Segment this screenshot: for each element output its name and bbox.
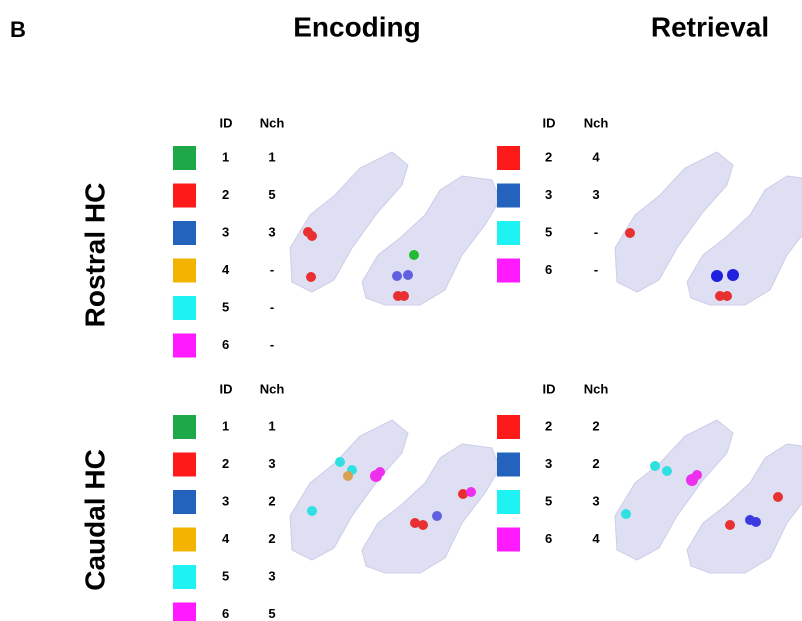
color-swatch bbox=[173, 259, 196, 283]
column-header: Nch bbox=[260, 381, 285, 396]
color-swatch bbox=[497, 184, 520, 208]
channel-count: 4 bbox=[592, 531, 600, 546]
row-title: Rostral HC bbox=[79, 183, 110, 328]
column-header: ID bbox=[543, 115, 556, 130]
color-swatch bbox=[497, 490, 520, 514]
channel-count: 3 bbox=[268, 456, 275, 471]
color-swatch bbox=[173, 603, 196, 621]
channel-count: - bbox=[594, 262, 598, 277]
channel-count: 2 bbox=[592, 456, 599, 471]
channel-count: 2 bbox=[268, 531, 275, 546]
channel-count: 1 bbox=[268, 149, 275, 164]
cluster-id: 3 bbox=[545, 187, 552, 202]
column-header: ID bbox=[220, 115, 233, 130]
color-swatch bbox=[497, 146, 520, 170]
channel-count: 2 bbox=[592, 418, 599, 433]
cluster-id: 3 bbox=[222, 493, 229, 508]
cluster-id: 2 bbox=[545, 418, 552, 433]
column-header: Nch bbox=[584, 381, 609, 396]
color-swatch bbox=[173, 490, 196, 514]
cluster-id: 4 bbox=[222, 262, 230, 277]
cluster-id: 3 bbox=[222, 224, 229, 239]
cluster-id: 6 bbox=[545, 531, 552, 546]
hippocampus-render bbox=[290, 420, 500, 573]
cluster-id: 1 bbox=[222, 149, 229, 164]
cluster-id: 5 bbox=[222, 299, 229, 314]
cluster-id: 2 bbox=[545, 149, 552, 164]
channel-count: 5 bbox=[268, 187, 275, 202]
column-header: Nch bbox=[584, 115, 609, 130]
hippocampus-render bbox=[615, 152, 802, 305]
cluster-id: 5 bbox=[222, 568, 229, 583]
color-swatch bbox=[173, 184, 196, 208]
channel-count: - bbox=[270, 337, 274, 352]
channel-count: 3 bbox=[268, 568, 275, 583]
color-swatch bbox=[173, 453, 196, 477]
cluster-id: 6 bbox=[222, 337, 229, 352]
channel-count: - bbox=[270, 262, 274, 277]
channel-count: 5 bbox=[268, 606, 275, 621]
cluster-id: 2 bbox=[222, 456, 229, 471]
panel-label: B bbox=[10, 17, 26, 42]
color-swatch bbox=[497, 259, 520, 283]
color-swatch bbox=[173, 221, 196, 245]
channel-count: 3 bbox=[268, 224, 275, 239]
channel-count: 1 bbox=[268, 418, 275, 433]
figure: B Encoding Retrieval Rostral HC Caudal H… bbox=[0, 0, 802, 621]
cluster-id: 6 bbox=[222, 606, 229, 621]
color-swatch bbox=[497, 221, 520, 245]
color-swatch bbox=[173, 415, 196, 439]
row-title: Caudal HC bbox=[79, 449, 110, 591]
cluster-id: 3 bbox=[545, 456, 552, 471]
channel-count: 4 bbox=[592, 149, 600, 164]
column-header: Nch bbox=[260, 115, 285, 130]
color-swatch bbox=[173, 296, 196, 320]
color-swatch bbox=[497, 528, 520, 552]
cluster-id: 4 bbox=[222, 531, 230, 546]
column-title: Retrieval bbox=[651, 11, 769, 42]
channel-count: - bbox=[594, 224, 598, 239]
column-header: ID bbox=[220, 381, 233, 396]
color-swatch bbox=[173, 146, 196, 170]
cluster-id: 5 bbox=[545, 493, 552, 508]
column-title: Encoding bbox=[293, 11, 421, 42]
color-swatch bbox=[497, 415, 520, 439]
color-swatch bbox=[497, 453, 520, 477]
color-swatch bbox=[173, 565, 196, 589]
channel-count: - bbox=[270, 299, 274, 314]
channel-count: 3 bbox=[592, 493, 599, 508]
cluster-id: 2 bbox=[222, 187, 229, 202]
cluster-id: 6 bbox=[545, 262, 552, 277]
channel-count: 3 bbox=[592, 187, 599, 202]
color-swatch bbox=[173, 528, 196, 552]
column-header: ID bbox=[543, 381, 556, 396]
channel-count: 2 bbox=[268, 493, 275, 508]
cluster-id: 1 bbox=[222, 418, 229, 433]
hippocampus-render bbox=[290, 152, 500, 305]
cluster-id: 5 bbox=[545, 224, 552, 239]
color-swatch bbox=[173, 334, 196, 358]
